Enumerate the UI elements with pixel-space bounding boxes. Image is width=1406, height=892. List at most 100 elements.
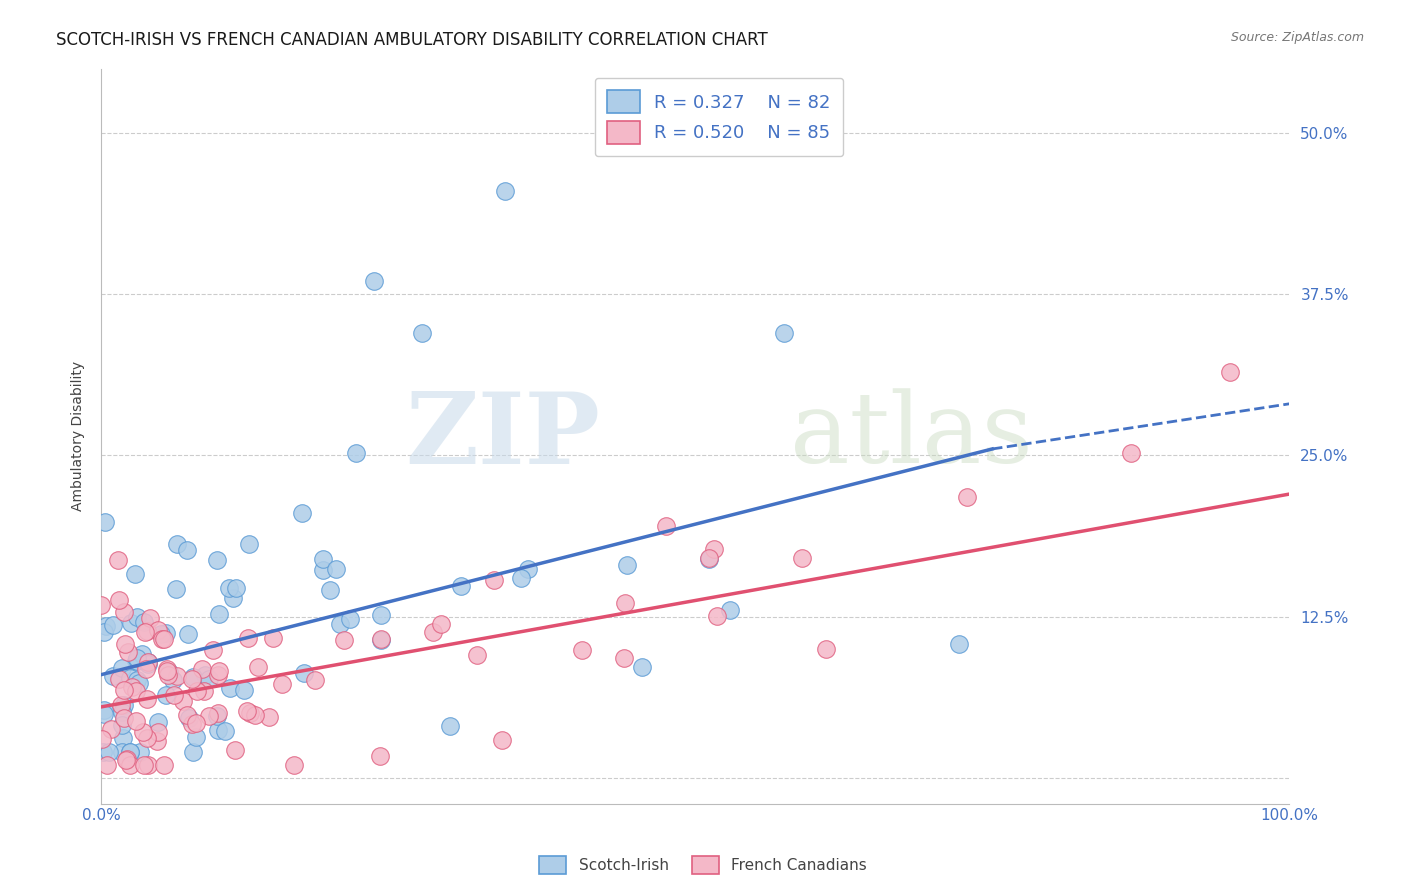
Point [111,731,134,745]
Point [283,758,305,772]
Point [790,551,813,566]
Point [124,714,146,728]
Point [181,716,204,731]
Point [110,698,132,713]
Point [166,668,188,682]
Point [153,758,176,772]
Point [129,745,152,759]
Point [108,672,131,686]
Point [510,571,533,585]
Point [128,676,150,690]
Point [194,667,217,681]
Point [134,615,156,629]
Point [312,563,335,577]
Point [157,665,180,679]
Point [108,592,131,607]
Point [439,719,461,733]
Legend: R = 0.327    N = 82, R = 0.520    N = 85: R = 0.327 N = 82, R = 0.520 N = 85 [595,78,844,156]
Point [124,566,146,581]
Point [208,664,231,678]
Point [139,611,162,625]
Point [1219,365,1241,379]
Point [304,673,326,688]
Point [96,757,118,772]
Point [494,184,516,198]
Point [136,758,159,772]
Point [115,752,138,766]
Point [131,648,153,662]
Point [207,723,229,738]
Point [363,274,385,288]
Point [112,682,135,697]
Text: atlas: atlas [790,388,1033,484]
Point [155,688,177,702]
Point [136,692,159,706]
Point [429,617,451,632]
Point [111,745,134,759]
Point [90,599,112,613]
Point [1119,445,1142,459]
Point [136,656,159,670]
Point [93,703,115,717]
Point [93,707,115,722]
Point [155,626,177,640]
Point [117,645,139,659]
Point [184,715,207,730]
Point [482,574,505,588]
Point [517,562,540,576]
Point [271,677,294,691]
Point [370,633,392,648]
Point [150,632,173,646]
Point [370,607,392,622]
Point [706,608,728,623]
Point [112,605,135,619]
Point [294,665,316,680]
Point [125,654,148,668]
Point [166,537,188,551]
Point [135,731,157,746]
Point [125,610,148,624]
Point [94,515,117,529]
Legend: Scotch-Irish, French Canadians: Scotch-Irish, French Canadians [533,850,873,880]
Point [257,709,280,723]
Point [100,722,122,736]
Point [125,684,148,698]
Point [616,558,638,572]
Point [172,694,194,708]
Text: SCOTCH-IRISH VS FRENCH CANADIAN AMBULATORY DISABILITY CORRELATION CHART: SCOTCH-IRISH VS FRENCH CANADIAN AMBULATO… [56,31,768,49]
Point [631,660,654,674]
Point [186,730,208,744]
Point [120,758,142,772]
Point [107,553,129,567]
Point [148,715,170,730]
Point [655,518,678,533]
Point [149,627,172,641]
Point [146,725,169,739]
Point [205,709,228,723]
Point [232,683,254,698]
Point [219,681,242,695]
Text: Source: ZipAtlas.com: Source: ZipAtlas.com [1230,31,1364,45]
Point [155,662,177,676]
Point [207,668,229,682]
Point [118,745,141,759]
Point [181,669,204,683]
Point [186,683,208,698]
Point [145,734,167,748]
Point [134,625,156,640]
Point [225,581,247,595]
Point [156,668,179,682]
Point [132,725,155,739]
Point [718,602,741,616]
Point [101,669,124,683]
Point [91,745,114,759]
Point [127,650,149,665]
Point [214,724,236,739]
Point [176,707,198,722]
Point [191,662,214,676]
Point [112,711,135,725]
Point [571,643,593,657]
Point [162,673,184,687]
Point [697,550,720,565]
Point [956,490,979,504]
